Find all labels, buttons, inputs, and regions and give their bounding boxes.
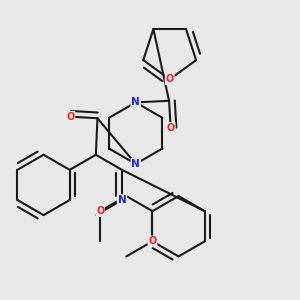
Text: O: O: [66, 112, 75, 122]
Text: N: N: [118, 195, 126, 205]
Text: O: O: [148, 236, 157, 246]
Text: O: O: [167, 123, 175, 133]
Text: N: N: [131, 98, 140, 107]
Text: O: O: [166, 74, 174, 84]
Text: O: O: [96, 206, 104, 216]
Text: N: N: [131, 159, 140, 169]
